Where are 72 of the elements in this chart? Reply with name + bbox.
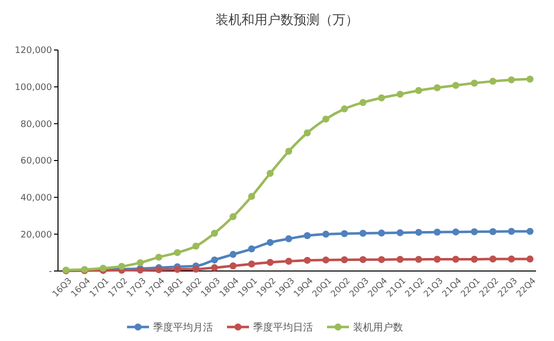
point [526, 76, 534, 83]
point [378, 230, 386, 237]
point [285, 235, 292, 242]
point [248, 192, 256, 200]
point [396, 229, 404, 236]
point [118, 262, 126, 270]
point [266, 170, 274, 177]
point [266, 238, 274, 246]
point [322, 230, 330, 238]
point [508, 76, 515, 84]
legend-label: 季度平均月活 [153, 322, 213, 334]
point [470, 80, 478, 87]
legend-label: 季度平均日活 [253, 322, 313, 334]
point [470, 256, 478, 263]
point [304, 232, 311, 240]
point [174, 266, 181, 273]
point [340, 230, 348, 238]
point [210, 256, 218, 264]
y-tick-label: 60,000 [20, 156, 52, 167]
y-tick-label: 80,000 [20, 120, 52, 130]
point [155, 254, 162, 261]
point [415, 87, 422, 94]
point [396, 90, 404, 98]
point [340, 105, 348, 112]
point [489, 228, 496, 236]
y-tick-label: - [48, 267, 52, 278]
point [526, 228, 534, 235]
point [322, 256, 330, 264]
point [452, 228, 460, 236]
y-tick-label: 40,000 [20, 193, 52, 204]
point [508, 228, 515, 235]
point [415, 228, 422, 236]
point [396, 256, 404, 263]
point [359, 230, 366, 237]
point [210, 230, 218, 237]
chart-title: 装机和用户数预测（万） [216, 13, 358, 28]
point [174, 249, 181, 256]
point [470, 228, 478, 236]
point [192, 242, 200, 250]
point [210, 264, 218, 272]
y-tick-label: 120,000 [14, 46, 52, 56]
point [285, 258, 292, 265]
point [415, 256, 422, 263]
point [230, 250, 237, 258]
y-tick-label: 100,000 [14, 82, 52, 93]
point [378, 256, 386, 264]
point [304, 256, 311, 264]
point [378, 94, 386, 102]
point [359, 256, 366, 264]
point [248, 245, 256, 252]
point [489, 256, 496, 263]
point [340, 256, 348, 264]
point [508, 256, 515, 263]
point [526, 256, 534, 263]
point [248, 260, 256, 268]
point [452, 82, 460, 89]
point [304, 129, 311, 136]
point [359, 98, 366, 106]
point [192, 266, 200, 273]
point [136, 259, 144, 266]
point [322, 116, 330, 123]
point [230, 262, 237, 270]
point [489, 78, 496, 85]
point [285, 148, 292, 155]
point [434, 256, 441, 263]
point [452, 256, 460, 263]
point [434, 84, 441, 92]
point [434, 228, 441, 236]
point [266, 258, 274, 266]
point [230, 213, 237, 220]
legend-label: 装机用户数 [353, 322, 403, 334]
y-tick-label: 20,000 [20, 230, 52, 240]
